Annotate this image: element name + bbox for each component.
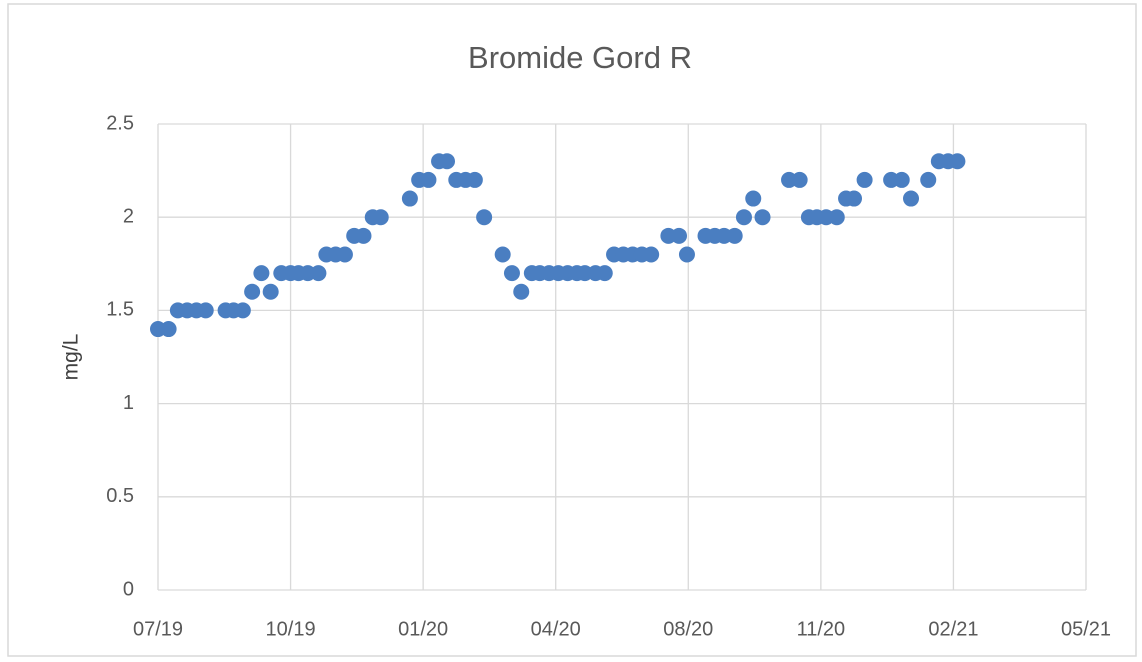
point — [466, 171, 483, 188]
point — [197, 302, 214, 319]
point — [828, 209, 845, 226]
x-tick-label: 08/20 — [663, 618, 713, 640]
point — [160, 321, 177, 338]
x-tick-label: 05/21 — [1061, 618, 1111, 640]
point — [372, 209, 389, 226]
chart-border — [7, 3, 1137, 657]
point — [513, 283, 530, 300]
point — [726, 227, 743, 244]
point — [856, 171, 873, 188]
point — [234, 302, 251, 319]
point — [903, 190, 920, 207]
point — [596, 265, 613, 282]
point — [310, 265, 327, 282]
point — [643, 246, 660, 263]
y-tick-label: 0.5 — [106, 485, 134, 507]
point — [494, 246, 511, 263]
point — [678, 246, 695, 263]
y-tick-label: 1.5 — [106, 299, 134, 321]
y-tick-label: 2.5 — [106, 112, 134, 134]
x-tick-label: 04/20 — [531, 618, 581, 640]
point — [791, 171, 808, 188]
point — [253, 265, 270, 282]
point — [439, 153, 456, 170]
point — [401, 190, 418, 207]
point — [420, 171, 437, 188]
y-axis-label: mg/L — [60, 334, 83, 381]
x-tick-label: 11/20 — [797, 618, 846, 640]
y-tick-label: 2 — [123, 205, 134, 227]
point — [355, 227, 372, 244]
x-tick-label: 01/20 — [398, 618, 448, 640]
point — [949, 153, 966, 170]
y-tick-label: 0 — [123, 578, 134, 600]
point — [735, 209, 752, 226]
point — [893, 171, 910, 188]
point — [754, 209, 771, 226]
point — [671, 227, 688, 244]
point — [244, 283, 261, 300]
x-tick-label: 02/21 — [928, 618, 978, 640]
chart-title: Bromide Gord R — [468, 40, 692, 75]
point — [745, 190, 762, 207]
point — [920, 171, 937, 188]
point — [503, 265, 520, 282]
point — [262, 283, 279, 300]
point — [476, 209, 493, 226]
x-tick-label: 10/19 — [266, 618, 316, 640]
point — [846, 190, 862, 207]
x-tick-label: 07/19 — [133, 618, 183, 640]
y-tick-label: 1 — [123, 392, 134, 414]
point — [336, 246, 353, 263]
